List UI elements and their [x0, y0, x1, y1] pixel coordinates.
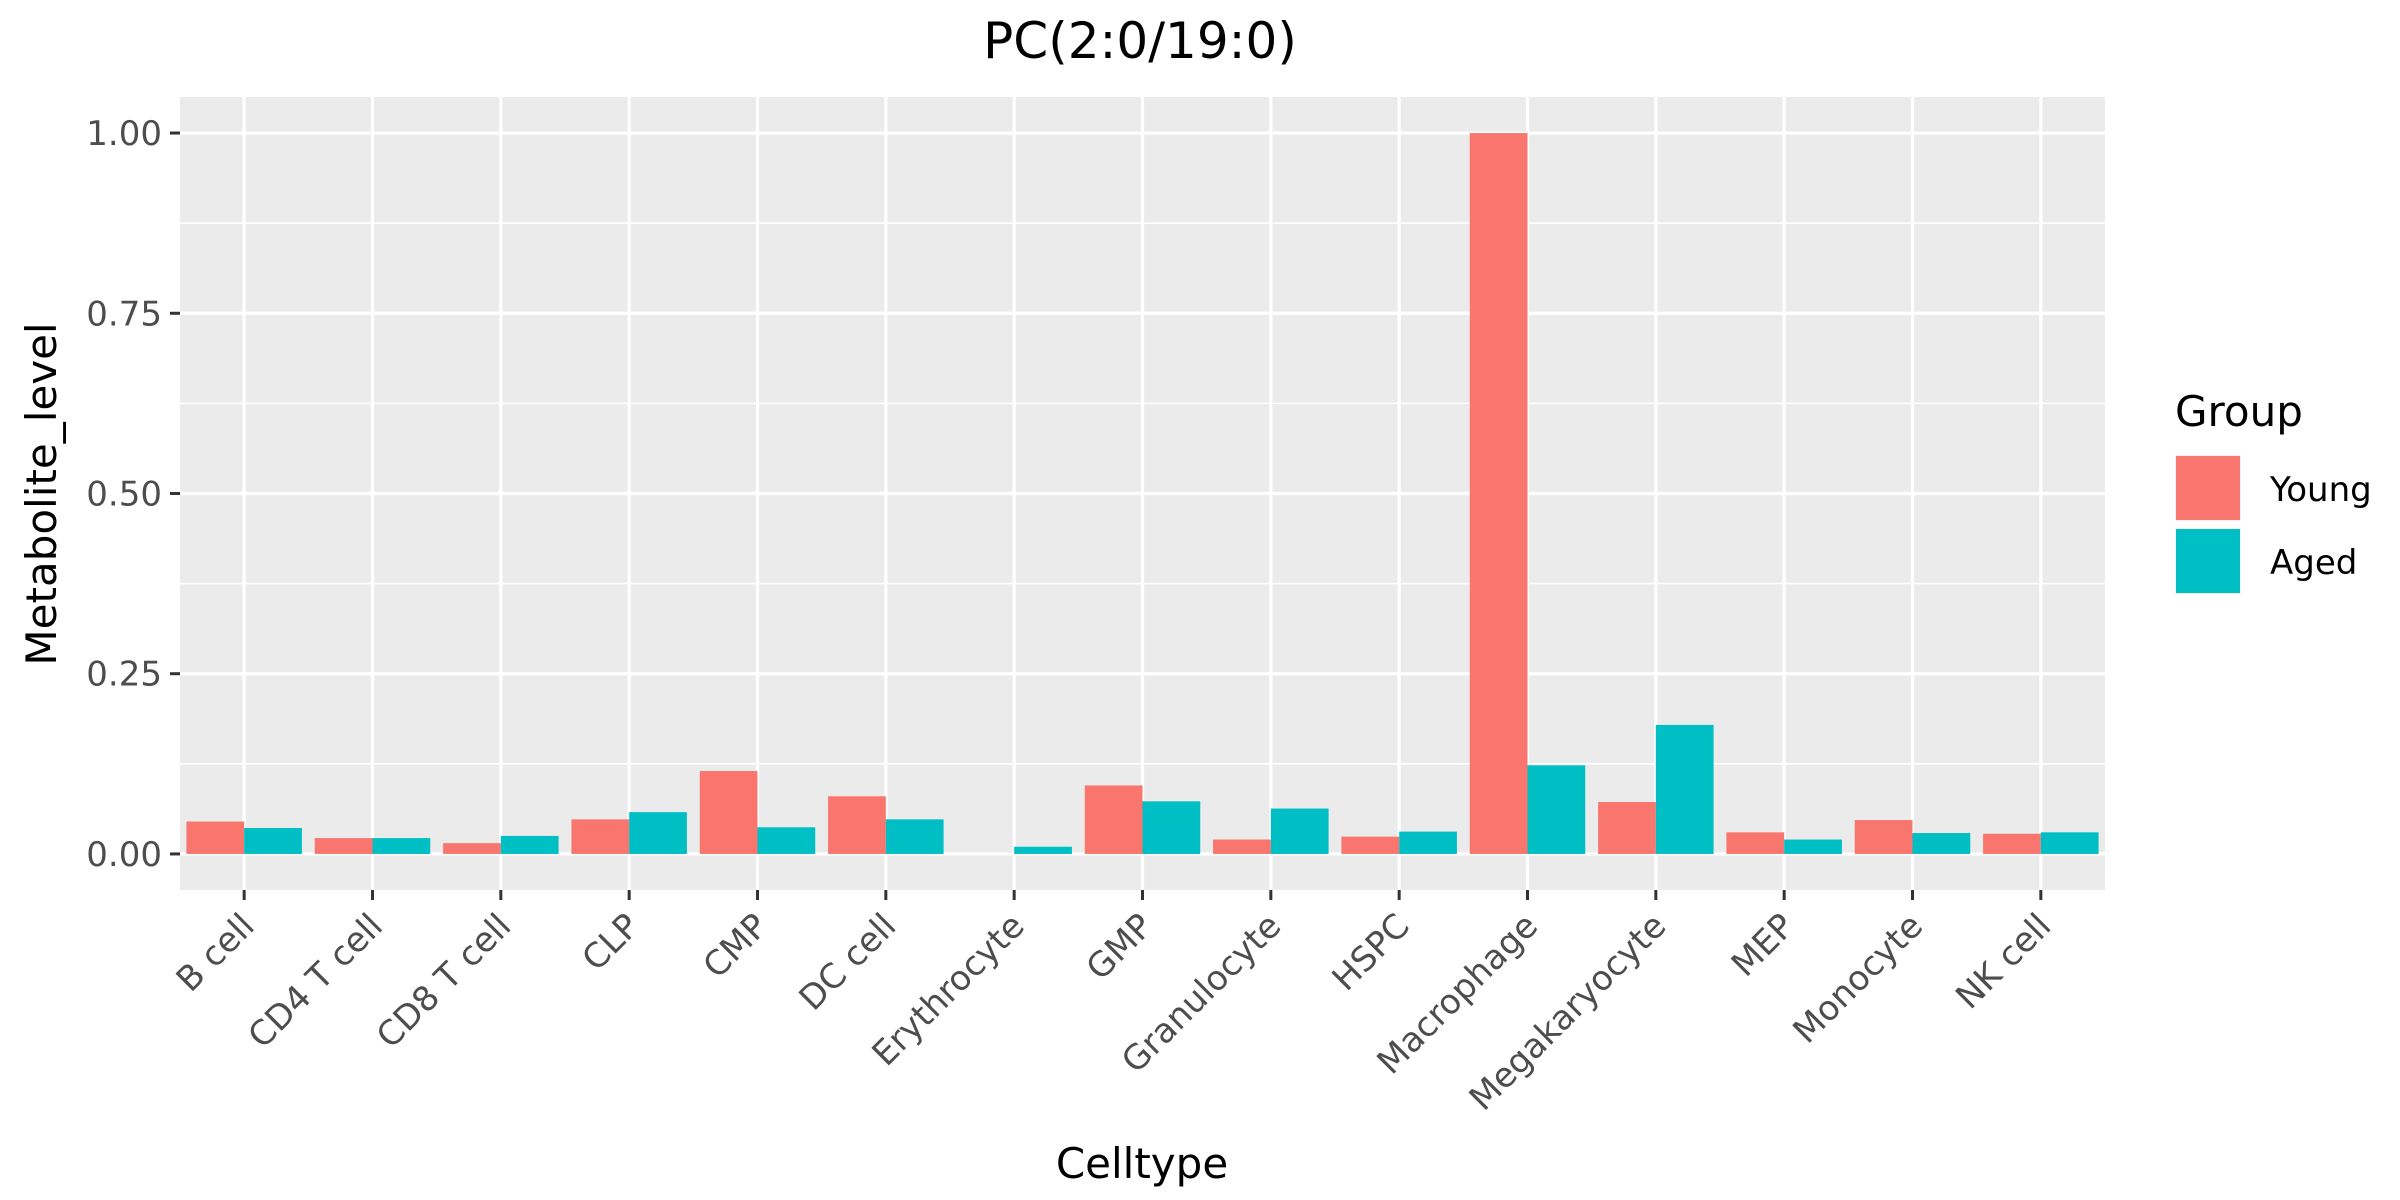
legend-label-young: Young	[2269, 470, 2372, 510]
y-tick-label: 0.25	[86, 655, 162, 695]
bar-aged-9	[1399, 831, 1457, 854]
bar-aged-6	[1014, 846, 1072, 854]
x-tick-label: CLP	[575, 906, 648, 979]
x-tick-label: DC cell	[792, 906, 905, 1019]
bar-aged-2	[500, 835, 559, 854]
bar-young-7	[1084, 785, 1143, 854]
legend-items: Young Aged	[2175, 455, 2372, 594]
y-axis-title: Metabolite_level	[17, 322, 66, 665]
y-tick-label: 0.50	[86, 475, 162, 515]
legend-swatch-aged	[2176, 529, 2240, 593]
bars	[186, 133, 2099, 854]
bar-young-10	[1469, 133, 1528, 854]
y-tick-label: 0.00	[86, 835, 162, 875]
bar-young-9	[1341, 836, 1400, 854]
bar-aged-14	[2040, 832, 2099, 854]
bar-aged-3	[629, 812, 687, 854]
legend-label-aged: Aged	[2270, 543, 2357, 583]
bar-aged-7	[1142, 801, 1201, 854]
chart-title: PC(2:0/19:0)	[983, 12, 1297, 70]
x-tick-label: CD8 T cell	[369, 906, 519, 1056]
bar-aged-11	[1655, 724, 1714, 854]
legend-swatch-young	[2176, 456, 2240, 520]
bar-aged-12	[1784, 839, 1842, 854]
x-tick-label: NK cell	[1948, 906, 2059, 1017]
bar-young-1	[314, 838, 373, 854]
bar-young-14	[1983, 833, 2041, 854]
legend-title: Group	[2175, 387, 2303, 436]
bar-aged-0	[244, 828, 302, 854]
x-tick-label: CD4 T cell	[241, 906, 391, 1056]
bar-young-13	[1854, 820, 1913, 854]
bar-young-11	[1598, 802, 1656, 854]
bar-young-5	[828, 796, 886, 854]
x-tick-label: GMP	[1079, 906, 1161, 988]
x-axis-title: Celltype	[1056, 1139, 1228, 1188]
bar-young-8	[1213, 839, 1271, 854]
x-tick-label: HSPC	[1325, 906, 1418, 999]
bar-young-4	[699, 771, 758, 854]
x-tick-label: Monocyte	[1786, 906, 1931, 1051]
bar-young-3	[571, 819, 630, 854]
bar-aged-8	[1270, 808, 1329, 854]
bar-aged-1	[372, 838, 431, 854]
legend: Group Young Aged	[2175, 387, 2372, 594]
y-axis: 0.00 0.25 0.50 0.75 1.00	[86, 114, 180, 875]
y-tick-label: 1.00	[86, 114, 162, 154]
bar-aged-10	[1527, 765, 1586, 854]
x-tick-label: B cell	[169, 906, 263, 1000]
bar-young-0	[186, 821, 245, 854]
x-tick-label: MEP	[1724, 906, 1803, 985]
bar-aged-4	[757, 827, 816, 854]
x-tick-label: CMP	[696, 906, 776, 986]
bar-aged-5	[885, 819, 944, 854]
y-tick-label: 0.75	[86, 294, 162, 334]
bar-aged-13	[1912, 833, 1971, 854]
bar-young-12	[1726, 832, 1785, 854]
bar-young-2	[443, 843, 501, 854]
